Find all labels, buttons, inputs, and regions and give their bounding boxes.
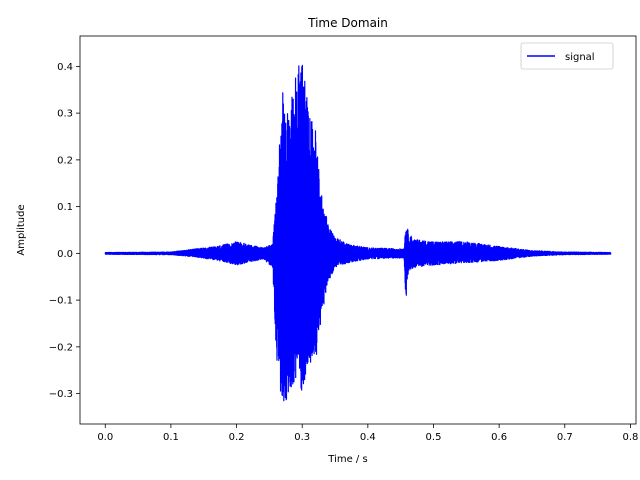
y-tick-label: 0.0: [57, 249, 73, 260]
y-tick-label: 0.2: [57, 155, 73, 166]
y-tick-label: 0.3: [57, 109, 73, 120]
y-axis-label: Amplitude: [16, 204, 27, 255]
x-tick-label: 0.8: [622, 432, 638, 443]
x-tick-label: 0.4: [360, 432, 376, 443]
x-tick-label: 0.1: [163, 432, 179, 443]
y-tick-label: 0.4: [57, 62, 73, 73]
axes-frame: [79, 35, 637, 425]
x-tick-label: 0.7: [557, 432, 573, 443]
y-tick-label: −0.2: [49, 342, 73, 353]
legend-label-signal: signal: [565, 52, 595, 63]
x-tick-label: 0.6: [491, 432, 507, 443]
y-axis: −0.3 −0.2 −0.1 0.0 0.1 0.2 0.3 0.4: [49, 62, 80, 400]
x-tick-label: 0.0: [97, 432, 113, 443]
legend-box: [520, 42, 614, 70]
legend: signal: [520, 42, 614, 70]
chart-title: Time Domain: [307, 16, 388, 30]
x-tick-label: 0.3: [294, 432, 310, 443]
y-tick-label: −0.3: [49, 389, 73, 400]
y-tick-label: −0.1: [49, 296, 73, 307]
x-axis-label: Time / s: [327, 454, 367, 465]
signal-line: [104, 64, 612, 402]
x-tick-label: 0.5: [426, 432, 442, 443]
x-axis: 0.0 0.1 0.2 0.3 0.4 0.5 0.6 0.7 0.8: [97, 424, 638, 443]
trace-layer: [104, 64, 612, 402]
y-tick-label: 0.1: [57, 202, 73, 213]
plot-area: [79, 35, 637, 425]
x-tick-label: 0.2: [229, 432, 245, 443]
